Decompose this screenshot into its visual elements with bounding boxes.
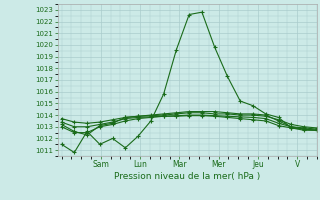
X-axis label: Pression niveau de la mer( hPa ): Pression niveau de la mer( hPa ): [114, 172, 260, 181]
